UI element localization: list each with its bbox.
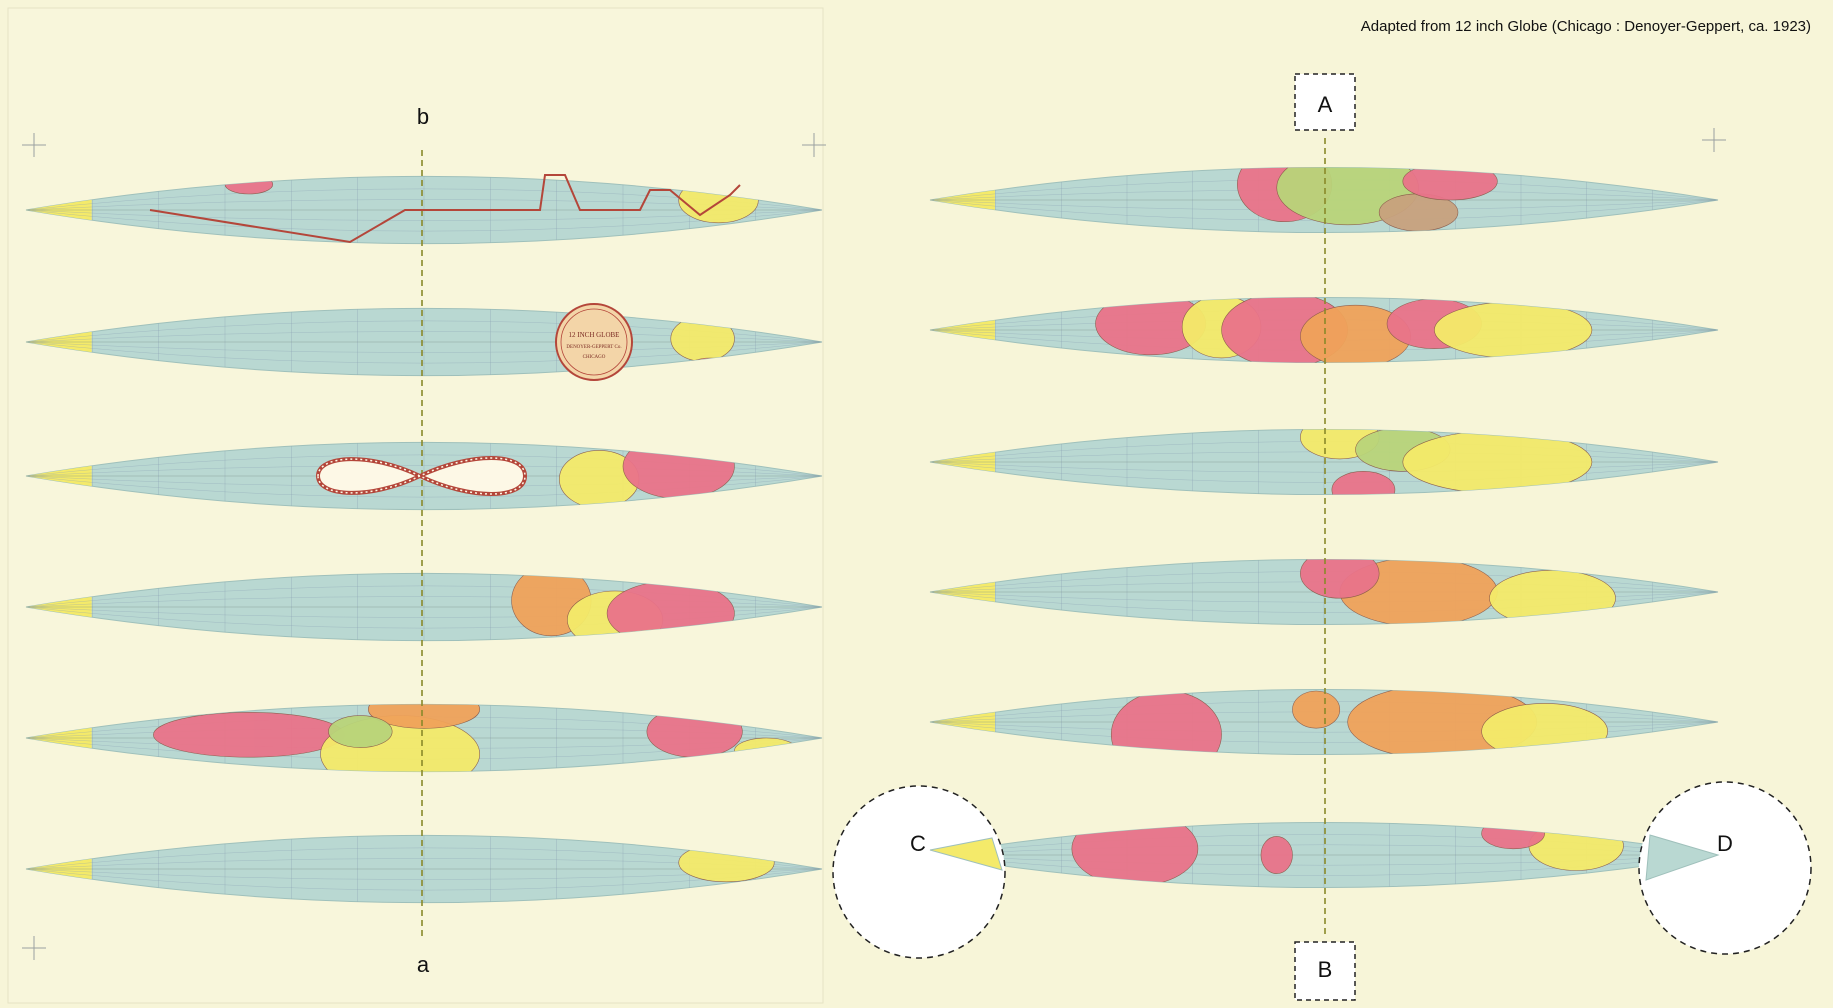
label-C: C [910, 831, 926, 856]
label-B-box: B [1294, 941, 1356, 1001]
label-B: B [1318, 957, 1333, 982]
registration-marks [22, 128, 1726, 960]
label-b: b [417, 104, 429, 129]
label-C-circle: C [832, 785, 1006, 959]
source-caption: Adapted from 12 inch Globe (Chicago : De… [1360, 18, 1811, 35]
label-A-box: A [1294, 73, 1356, 131]
label-D: D [1717, 831, 1733, 856]
gores-right-hemisphere [929, 138, 1719, 935]
analemma [315, 456, 528, 496]
label-a: a [417, 952, 430, 977]
seal-line-1: 12 INCH GLOBE [569, 331, 620, 339]
label-A: A [1318, 92, 1333, 117]
seal-line-2: DENOYER-GEPPERT Co. [566, 345, 621, 350]
gore-left-4 [25, 572, 823, 642]
label-D-circle: D [1638, 781, 1812, 955]
seal-line-3: CHICAGO [583, 355, 606, 360]
maker-seal: 12 INCH GLOBE DENOYER-GEPPERT Co. CHICAG… [555, 303, 633, 381]
route-line [149, 174, 741, 244]
gores-left-hemisphere [25, 150, 823, 940]
gore-tip-overlays [929, 834, 1720, 881]
